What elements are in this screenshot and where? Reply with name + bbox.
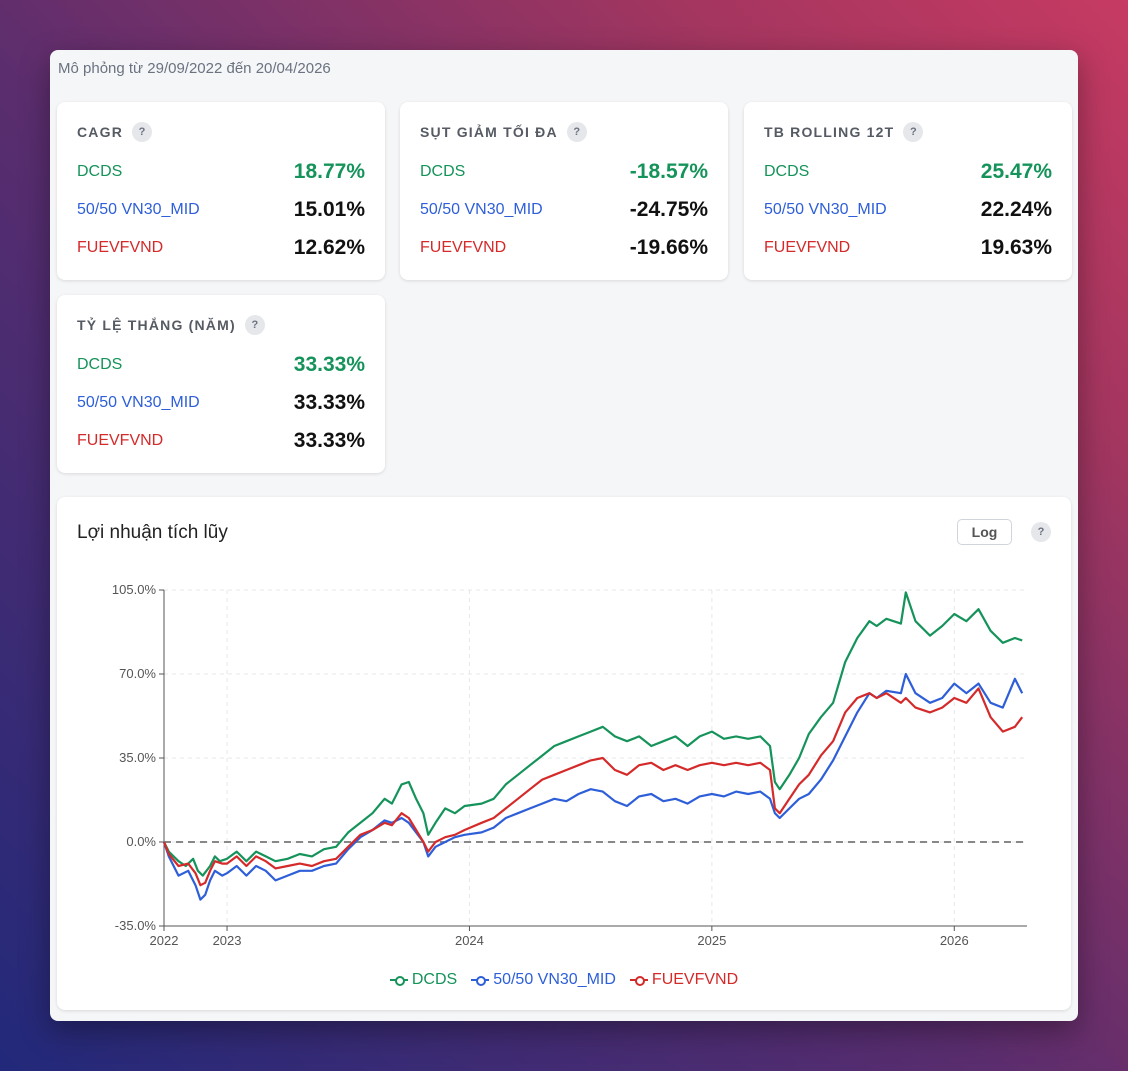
series-name: 50/50 VN30_MID (420, 201, 543, 218)
series-name: FUEVFVND (764, 239, 851, 256)
metric-card-cagr: CAGR ? DCDS 18.77% 50/50 VN30_MID 15.01%… (57, 102, 385, 280)
metric-value: 12.62% (293, 236, 365, 259)
metric-value: 25.47% (980, 160, 1052, 183)
metric-value: 22.24% (980, 198, 1052, 221)
metric-row: FUEVFVND 19.63% (764, 236, 1052, 260)
y-tick-label: 70.0% (119, 666, 156, 681)
metric-row: 50/50 VN30_MID 15.01% (77, 198, 365, 222)
card-title: CAGR (77, 124, 124, 140)
series-name: FUEVFVND (420, 239, 507, 256)
log-scale-toggle[interactable]: Log (957, 519, 1012, 545)
cumulative-return-chart: -35.0% 0.0% 35.0% 70.0% 105.0% 2022 2023 2024 20… (112, 582, 1027, 948)
metric-value: -19.66% (629, 236, 708, 259)
card-title: TỶ LỆ THẮNG (NĂM) (77, 317, 236, 333)
cumulative-return-chart-card: Lợi nhuận tích lũy Log ? -35.0% 0.0% 35.0%… (57, 497, 1071, 1010)
metric-row: 50/50 VN30_MID 33.33% (77, 391, 365, 415)
metric-row: FUEVFVND 33.33% (77, 429, 365, 453)
x-tick-label: 2026 (940, 933, 969, 948)
metric-value: 19.63% (980, 236, 1052, 259)
metric-row: FUEVFVND 12.62% (77, 236, 365, 260)
metric-row: DCDS -18.57% (420, 160, 708, 184)
series-name: 50/50 VN30_MID (77, 394, 200, 411)
legend-item-fuevfvnd[interactable]: FUEVFVND (629, 971, 739, 989)
metric-row: 50/50 VN30_MID -24.75% (420, 198, 708, 222)
help-icon[interactable]: ? (1031, 522, 1051, 542)
metric-value: -18.57% (629, 160, 708, 183)
x-tick-label: 2023 (213, 933, 242, 948)
series-name: DCDS (77, 163, 123, 180)
help-icon[interactable]: ? (244, 315, 265, 335)
series-name: FUEVFVND (77, 239, 164, 256)
series-name: DCDS (764, 163, 810, 180)
legend-marker-icon (471, 975, 490, 986)
metric-value: -24.75% (629, 198, 708, 221)
metric-card-win-rate: TỶ LỆ THẮNG (NĂM) ? DCDS 33.33% 50/50 VN… (57, 295, 385, 473)
card-title: SỤT GIẢM TỐI ĐA (420, 124, 558, 140)
series-line-fuev (162, 687, 1024, 887)
x-tick-label: 2024 (455, 933, 484, 948)
legend-label: 50/50 VN30_MID (493, 971, 616, 988)
help-icon[interactable]: ? (903, 122, 924, 142)
report-panel: Mô phỏng từ 29/09/2022 đến 20/04/2026 CA… (50, 50, 1078, 1021)
metric-row: FUEVFVND -19.66% (420, 236, 708, 260)
series-line-dcds (163, 591, 1023, 877)
metric-card-rolling-12m: TB ROLLING 12T ? DCDS 25.47% 50/50 VN30_… (744, 102, 1072, 280)
y-tick-label: 0.0% (126, 834, 156, 849)
series-name: 50/50 VN30_MID (764, 201, 887, 218)
y-tick-label: -35.0% (115, 918, 157, 933)
card-title: TB ROLLING 12T (764, 124, 895, 140)
y-tick-label: 35.0% (119, 750, 156, 765)
series-name: FUEVFVND (77, 432, 164, 449)
metric-value: 33.33% (293, 353, 365, 376)
metric-value: 33.33% (293, 429, 365, 452)
x-tick-label: 2022 (150, 933, 179, 948)
metric-value: 33.33% (293, 391, 365, 414)
metric-row: DCDS 25.47% (764, 160, 1052, 184)
legend-marker-icon (629, 975, 648, 986)
legend-marker-icon (389, 975, 408, 986)
series-name: DCDS (77, 356, 123, 373)
help-icon[interactable]: ? (566, 122, 587, 142)
metric-value: 15.01% (293, 198, 365, 221)
x-tick-label: 2025 (697, 933, 726, 948)
help-icon[interactable]: ? (132, 122, 153, 142)
chart-legend: DCDS 50/50 VN30_MID FUEVFVND (57, 971, 1071, 989)
legend-label: FUEVFVND (651, 971, 739, 988)
legend-label: DCDS (411, 971, 458, 988)
legend-item-dcds[interactable]: DCDS (389, 971, 458, 989)
metric-row: DCDS 33.33% (77, 353, 365, 377)
series-name: 50/50 VN30_MID (77, 201, 200, 218)
chart-title: Lợi nhuận tích lũy (77, 522, 228, 543)
metric-value: 18.77% (293, 160, 365, 183)
y-tick-label: 105.0% (112, 582, 157, 597)
metric-card-max-drawdown: SỤT GIẢM TỐI ĐA ? DCDS -18.57% 50/50 VN3… (400, 102, 728, 280)
metric-row: DCDS 18.77% (77, 160, 365, 184)
series-name: DCDS (420, 163, 466, 180)
metric-row: 50/50 VN30_MID 22.24% (764, 198, 1052, 222)
simulation-range: Mô phỏng từ 29/09/2022 đến 20/04/2026 (58, 60, 331, 77)
legend-item-vn30-mid[interactable]: 50/50 VN30_MID (471, 971, 616, 989)
